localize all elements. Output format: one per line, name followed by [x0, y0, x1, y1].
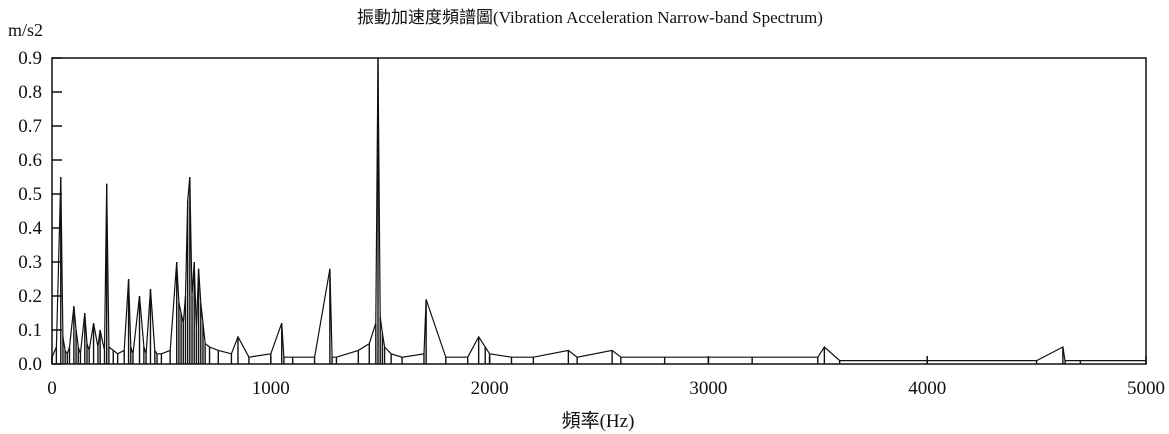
x-tick-label: 2000	[471, 378, 509, 399]
x-tick-label: 0	[47, 378, 57, 399]
y-tick-label: 0.2	[18, 286, 42, 307]
spectrum-line	[51, 57, 1146, 362]
y-tick-label: 0.5	[18, 184, 42, 205]
y-tick-label: 0.3	[18, 252, 42, 273]
chart-title: 振動加速度頻譜圖(Vibration Acceleration Narrow-b…	[357, 8, 823, 27]
y-tick-label: 0.9	[18, 48, 42, 69]
y-tick-label: 0.0	[18, 354, 42, 375]
y-tick-label: 0.6	[18, 150, 42, 171]
x-tick-label: 4000	[908, 378, 946, 399]
x-tick-label: 3000	[689, 378, 727, 399]
plot-frame	[51, 57, 1147, 365]
y-axis: 0.0 0.1 0.2 0.3 0.4 0.5 0.6 0.7 0.8 0.9	[18, 48, 62, 375]
x-axis-label: 頻率(Hz)	[562, 410, 635, 432]
y-axis-unit-label: m/s2	[8, 20, 43, 40]
x-axis: 0 1000 2000 3000 4000 5000	[47, 356, 1165, 399]
x-tick-label: 5000	[1127, 378, 1165, 399]
x-tick-label: 1000	[252, 378, 290, 399]
y-tick-label: 0.1	[18, 320, 42, 341]
series-layer	[51, 57, 1147, 364]
y-tick-label: 0.4	[18, 218, 42, 239]
y-tick-label: 0.7	[18, 116, 42, 137]
y-tick-label: 0.8	[18, 82, 42, 103]
